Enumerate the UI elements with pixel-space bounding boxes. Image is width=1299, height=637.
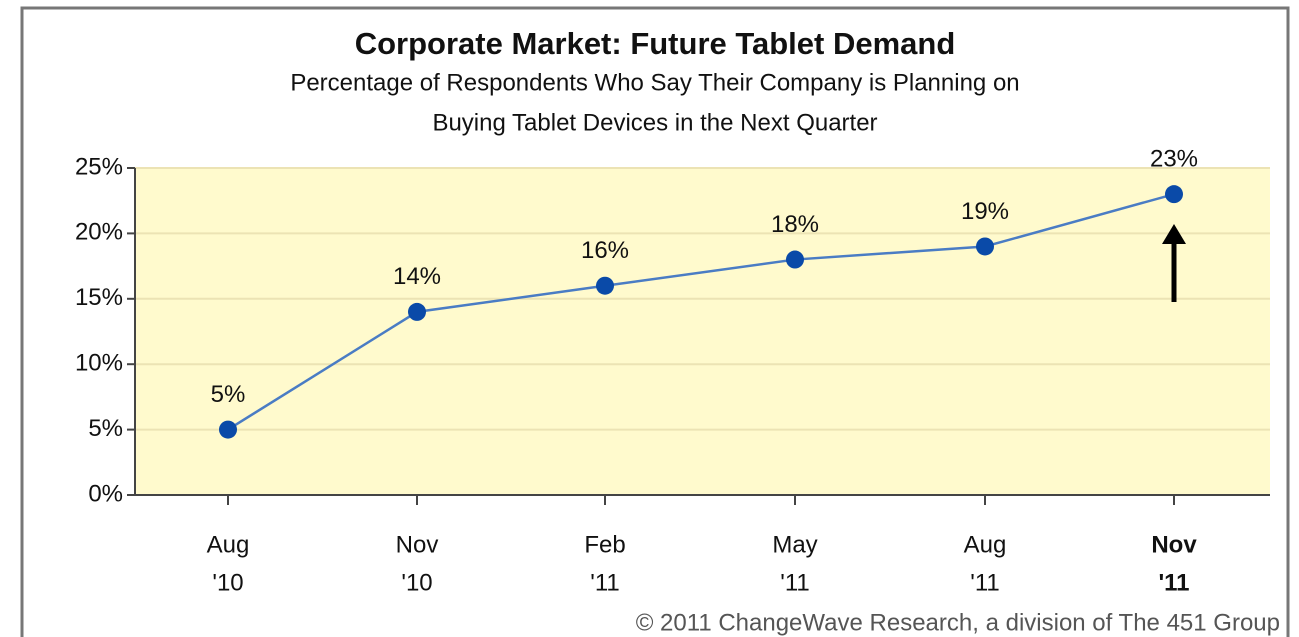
x-tick-label: Nov [1151, 531, 1197, 558]
data-point [596, 276, 614, 295]
x-tick-label: '11 [780, 569, 810, 596]
data-line [227, 192, 1175, 431]
x-tick-label: Aug [964, 531, 1007, 558]
y-tick-label: 0% [88, 480, 123, 507]
data-label: 19% [961, 198, 1009, 225]
plot-area [135, 168, 1270, 495]
x-tick-label: '11 [1158, 569, 1189, 596]
y-tick-label: 5% [88, 415, 123, 442]
annotation-arrowhead [1162, 224, 1186, 244]
chart-subtitle: Buying Tablet Devices in the Next Quarte… [432, 109, 877, 136]
x-tick-label: '10 [401, 569, 432, 596]
y-tick-label: 20% [75, 219, 123, 246]
data-point [408, 302, 426, 321]
plot: 0% 5% 10% 15% 20% 25% Aug '10 Nov '10 Feb '11 May '11… [75, 146, 1270, 596]
x-tick-label: May [772, 531, 817, 558]
y-tick-label: 15% [75, 284, 123, 311]
data-point [976, 237, 994, 256]
x-tick-label: Feb [584, 531, 625, 558]
data-label: 14% [393, 263, 441, 290]
x-tick-label: '11 [970, 569, 1000, 596]
data-point [786, 250, 804, 269]
data-label: 16% [581, 237, 629, 264]
y-tick-label: 10% [75, 350, 123, 377]
x-tick-label: Aug [207, 531, 250, 558]
x-tick-label: Nov [396, 531, 439, 558]
data-point [219, 420, 237, 439]
source-note: © 2011 ChangeWave Research, a division o… [636, 609, 1280, 636]
data-label: 23% [1150, 146, 1198, 173]
data-label: 18% [771, 211, 819, 238]
chart-subtitle: Percentage of Respondents Who Say Their … [290, 69, 1019, 96]
chart-title: Corporate Market: Future Tablet Demand [355, 26, 956, 61]
data-point [1165, 185, 1183, 204]
x-tick-label: '10 [212, 569, 243, 596]
y-tick-label: 25% [75, 153, 123, 180]
x-tick-label: '11 [590, 569, 620, 596]
data-label: 5% [211, 381, 246, 408]
